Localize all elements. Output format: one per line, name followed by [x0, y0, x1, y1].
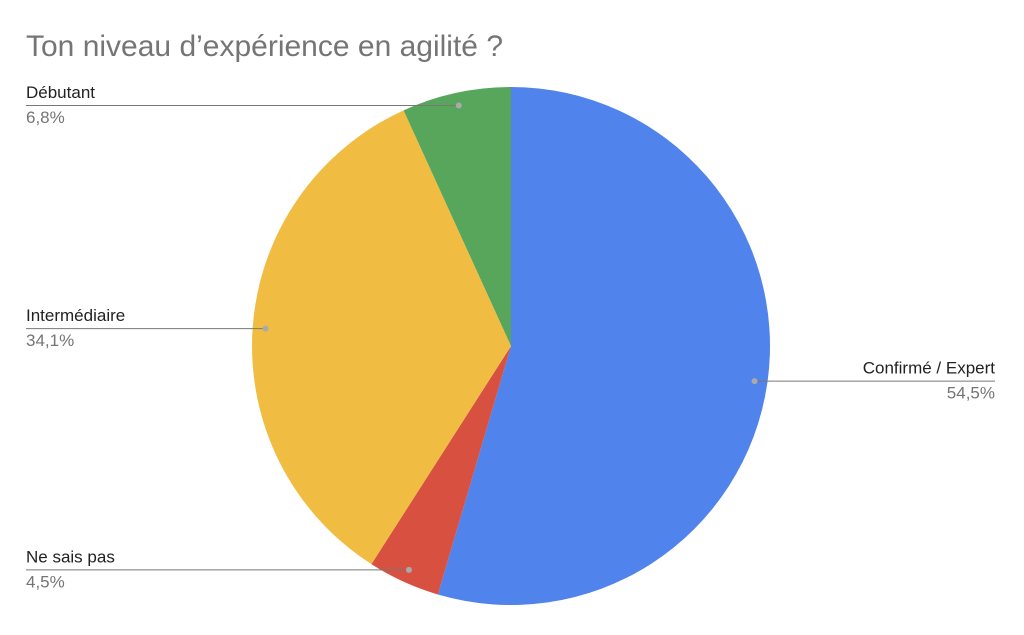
pie-slice: [252, 110, 511, 565]
slice-value: 6,8%: [26, 108, 65, 127]
leader-dot: [455, 102, 462, 109]
slice-label: Confirmé / Expert: [863, 359, 996, 378]
leader-dot: [262, 325, 269, 332]
pie-slice: [437, 87, 771, 606]
slice-value: 4,5%: [26, 572, 65, 591]
slice-label: Intermédiaire: [26, 306, 125, 325]
slice-value: 54,5%: [947, 384, 995, 403]
slice-value: 34,1%: [26, 331, 74, 350]
pie-slice: [371, 346, 511, 595]
leader-dot: [751, 378, 758, 385]
leader-dot: [405, 566, 412, 573]
slice-label: Ne sais pas: [26, 547, 115, 566]
slice-label: Débutant: [26, 83, 95, 102]
pie-slice: [403, 87, 511, 346]
chart-title: Ton niveau d’expérience en agilité ?: [26, 30, 503, 63]
